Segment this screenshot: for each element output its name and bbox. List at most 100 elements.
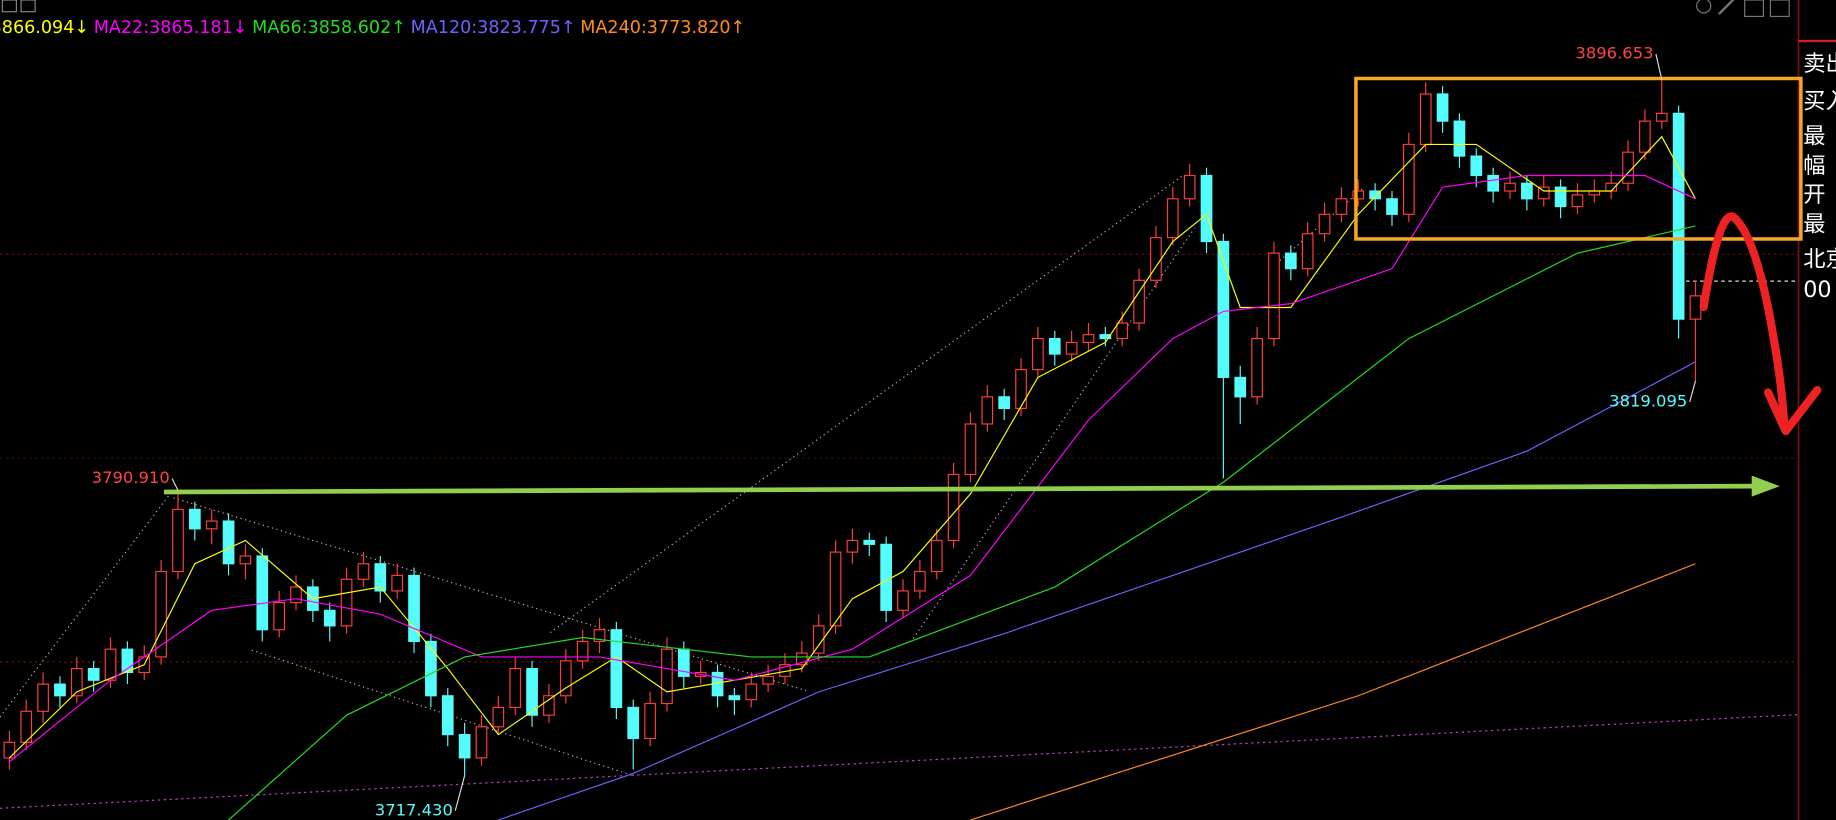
candle-body <box>644 702 656 740</box>
candle-body <box>1470 155 1483 177</box>
candle-body <box>880 543 893 611</box>
candle-body <box>37 683 49 712</box>
candle-body <box>526 667 538 716</box>
legend-entry: 3866.094↓ <box>0 18 89 38</box>
candle-body <box>846 539 859 553</box>
annotation-label: 3819.095 <box>1609 391 1687 410</box>
arrow <box>1699 212 1789 433</box>
trend-line <box>0 713 1799 809</box>
candle-body <box>1571 194 1584 208</box>
candle-body <box>914 570 926 592</box>
candle-body <box>1251 337 1263 398</box>
candle-body <box>222 520 235 565</box>
candle-body <box>964 423 977 476</box>
candle-body <box>829 551 842 627</box>
candle-body <box>1166 198 1179 239</box>
annotation-pointer <box>1689 380 1697 403</box>
panel-label: 最 <box>1803 124 1825 150</box>
candle-body <box>1082 334 1095 344</box>
candle-body <box>1386 198 1398 215</box>
candle-body <box>54 683 66 697</box>
candle-body <box>1554 186 1567 208</box>
candle-body <box>812 625 825 654</box>
legend-entry: MA22:3865.181↓ <box>94 18 248 38</box>
candle-body <box>1150 237 1162 281</box>
panel-label: 最 <box>1803 211 1825 237</box>
panel-label: 北京 <box>1803 247 1836 273</box>
candle-body <box>543 695 555 716</box>
candle-body <box>1032 337 1044 371</box>
candle-body <box>256 555 269 631</box>
candle-body <box>323 609 336 627</box>
plot <box>3 79 1702 820</box>
candle-body <box>762 675 774 685</box>
candle-body <box>1487 174 1500 192</box>
candle-body <box>87 667 100 681</box>
panel-label: 卖出 <box>1803 51 1836 77</box>
arrow-head <box>1751 475 1780 497</box>
toolbar-icon[interactable] <box>1718 0 1735 15</box>
candle-body <box>661 648 673 705</box>
channel-line <box>0 493 171 718</box>
candle-body <box>1436 93 1449 122</box>
candle-body <box>1453 120 1466 157</box>
candle-body <box>205 520 218 530</box>
panel-label: 幅 <box>1803 153 1825 179</box>
candle-body <box>1335 198 1348 215</box>
toolbar-icon[interactable] <box>20 0 36 13</box>
candle-body <box>70 667 83 697</box>
candle-body <box>627 706 640 740</box>
candle-body <box>1116 322 1129 340</box>
channel-line <box>173 497 809 692</box>
panel-label: 00 <box>1803 277 1831 303</box>
candle-body <box>1672 112 1685 320</box>
annotation-pointer <box>171 478 179 491</box>
candle-body <box>458 733 471 759</box>
annotation-label: 3790.910 <box>92 468 170 487</box>
candle-body <box>1065 341 1078 355</box>
candle-body <box>1419 93 1432 146</box>
candle-body <box>1369 190 1381 200</box>
candle-body <box>1301 233 1314 270</box>
candle-body <box>1504 182 1516 192</box>
candle-body <box>930 539 943 573</box>
overlay <box>163 76 1822 497</box>
toolbar-icon[interactable] <box>1696 0 1712 14</box>
toolbar-icon[interactable] <box>1769 0 1790 17</box>
candle-body <box>981 396 994 425</box>
annotation-label: 3717.430 <box>375 800 453 819</box>
toolbar-icon[interactable] <box>1 0 17 13</box>
ma-line <box>970 563 1696 820</box>
candle-body <box>1015 369 1027 410</box>
candle-body <box>104 648 117 681</box>
candle-body <box>947 473 960 542</box>
candle-body <box>20 710 33 743</box>
toolbar-icon[interactable] <box>1744 0 1764 17</box>
candle-body <box>357 563 370 580</box>
candle-body <box>425 640 437 697</box>
candle-body <box>239 555 252 565</box>
candle-body <box>121 648 134 674</box>
candle-body <box>391 574 404 592</box>
highlight-box <box>1354 76 1803 241</box>
ma-line <box>498 361 1696 820</box>
candle-body <box>1639 120 1651 153</box>
candle-body <box>1622 151 1634 184</box>
candle-body <box>1537 186 1550 200</box>
candle-body <box>897 590 909 611</box>
candle-body <box>795 652 808 666</box>
annotation-pointer <box>454 775 466 811</box>
candle-body <box>273 601 286 631</box>
candle-body <box>1200 174 1213 243</box>
candle-body <box>1234 376 1247 398</box>
arrow <box>163 483 1757 495</box>
candle-body <box>3 741 16 759</box>
legend-entry: MA66:3858.602↑ <box>252 18 406 38</box>
ma-line <box>9 174 1696 763</box>
panel-label: 开 <box>1803 182 1825 208</box>
candle-body <box>1217 240 1230 378</box>
candle-body <box>728 695 741 701</box>
candle-body <box>340 578 353 627</box>
candle-body <box>1133 279 1145 324</box>
